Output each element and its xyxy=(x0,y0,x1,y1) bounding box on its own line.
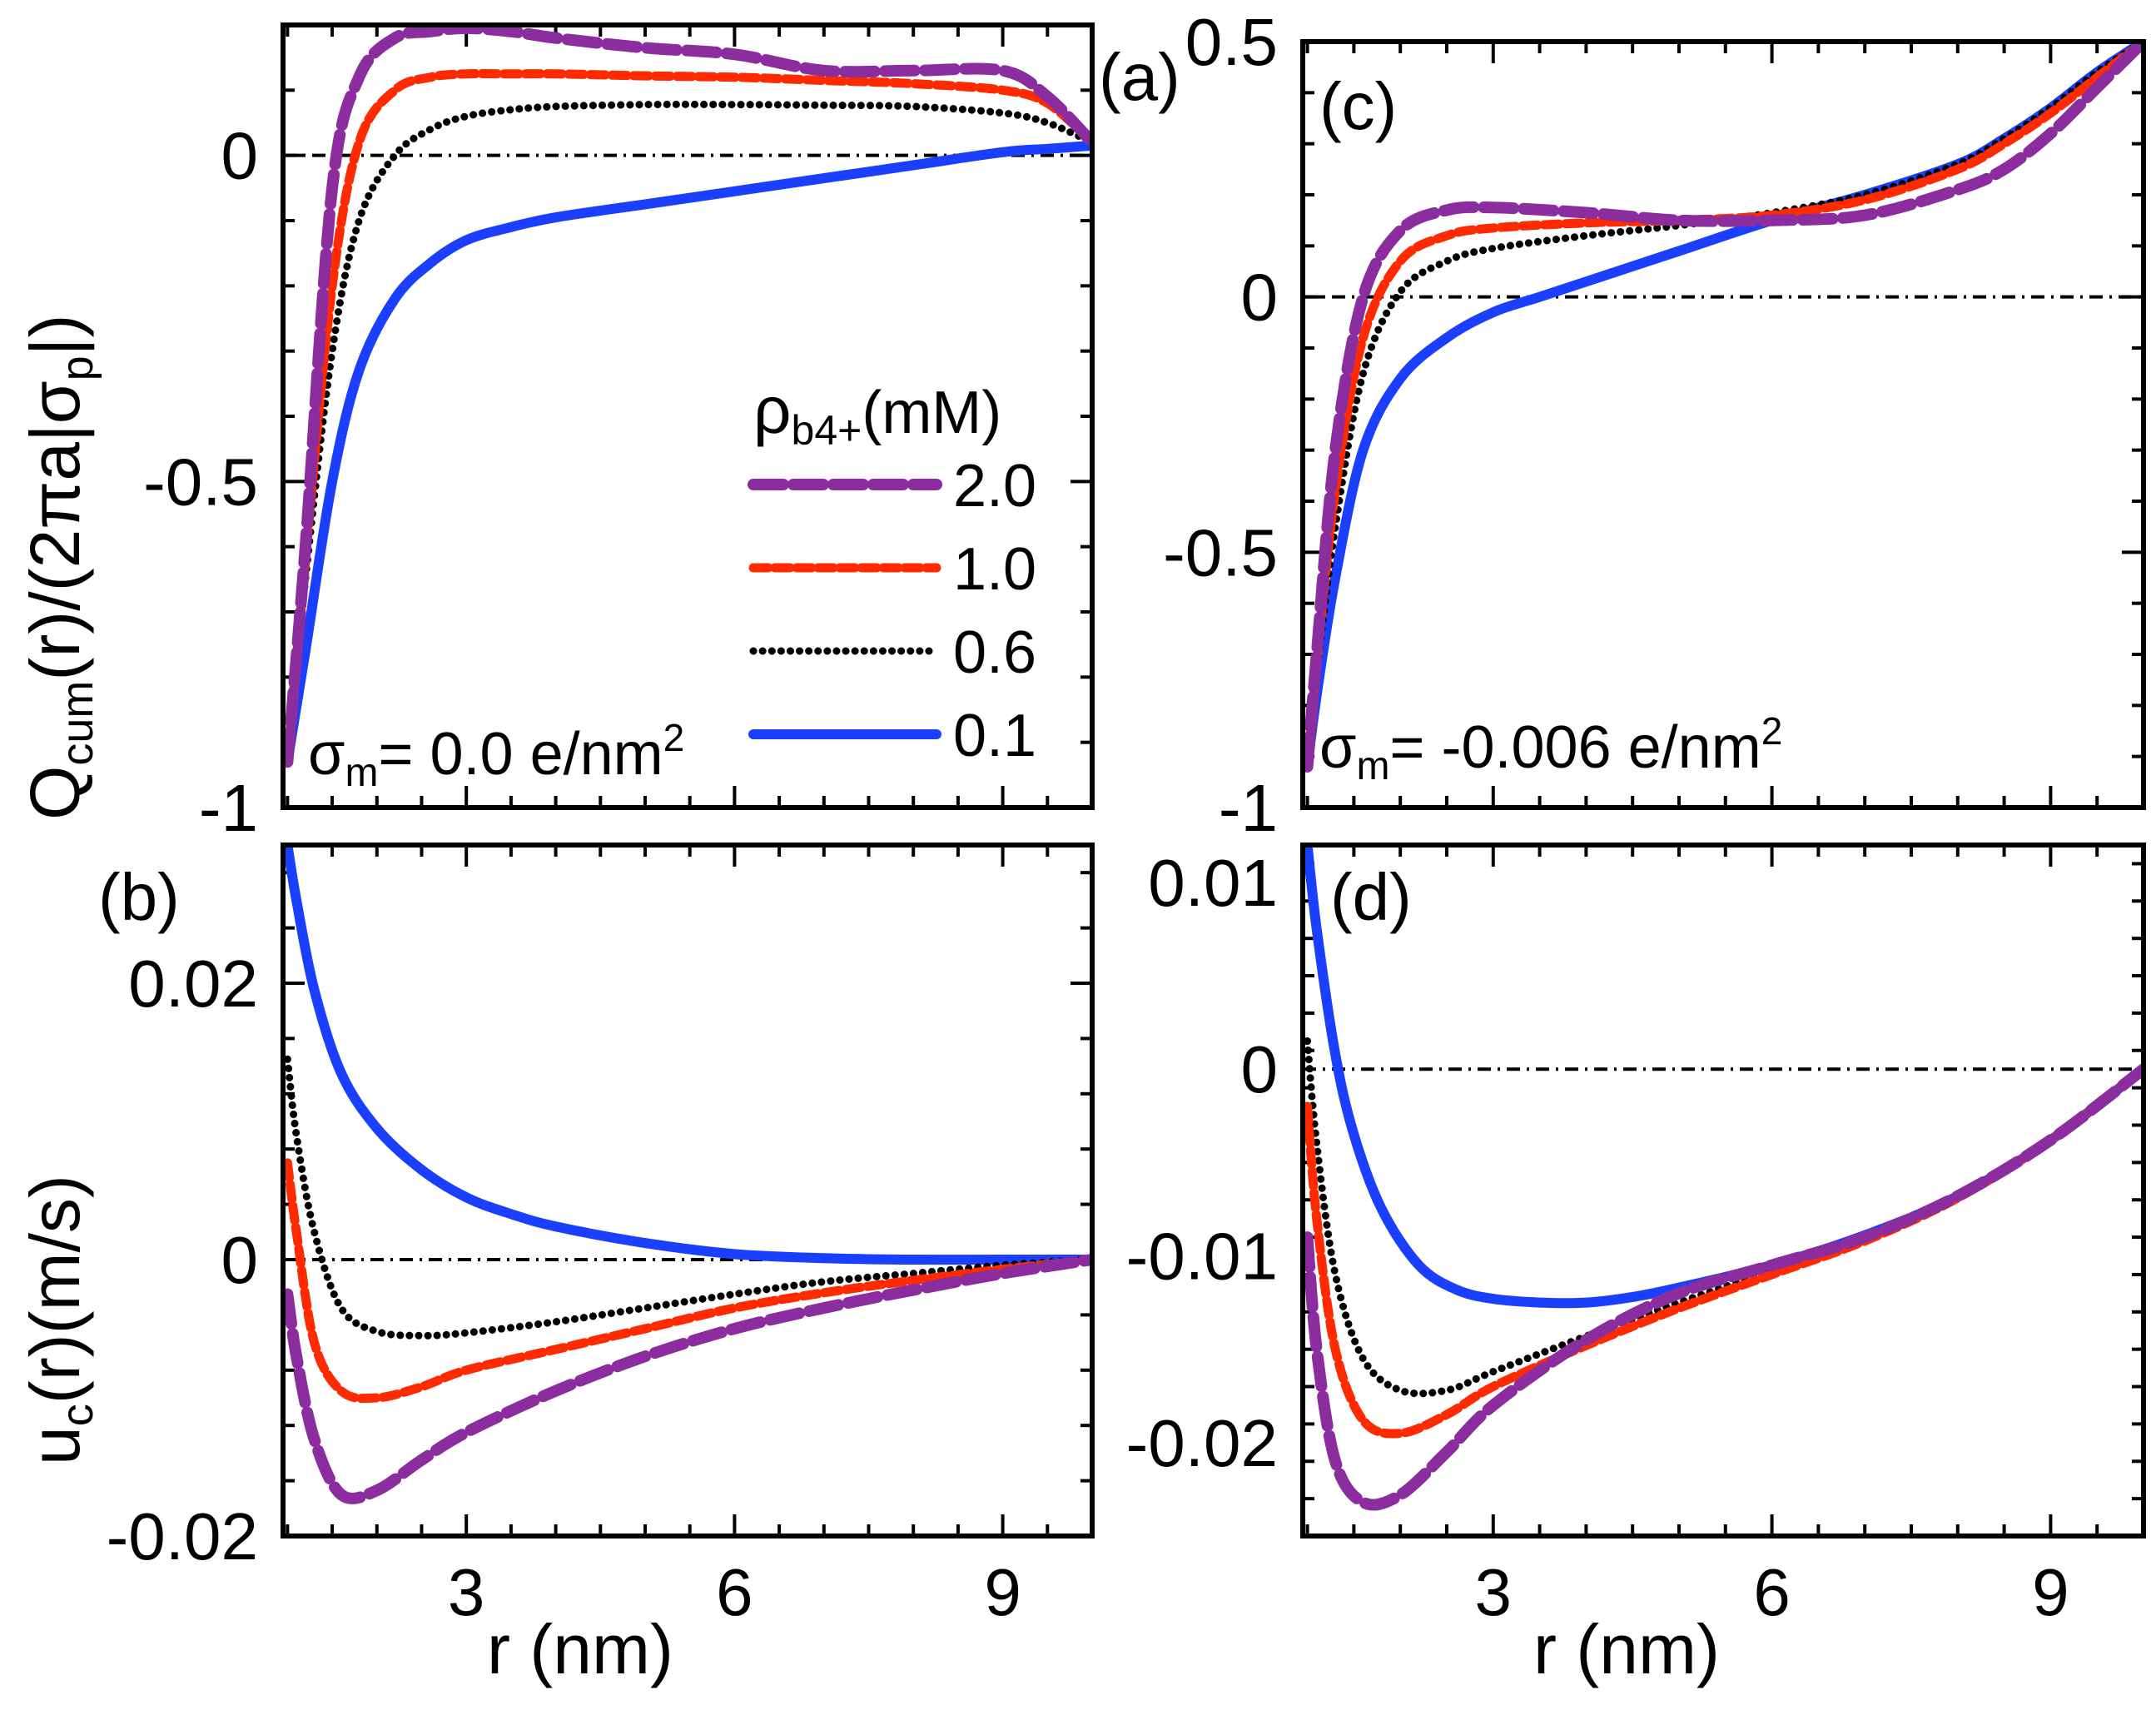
panel-d: -0.02 -0.01 0 0.01 3 6 9 (d) xyxy=(1126,843,2146,1629)
panel-c-series-2-0 xyxy=(1303,42,2144,773)
x-axis-title-left: r (nm) xyxy=(487,1610,673,1688)
panel-d-series-0-1 xyxy=(1303,845,2144,1309)
panel-b-xtick-label: 9 xyxy=(984,1555,1021,1629)
panel-a-annotation: σm= 0.0 e/nm2 xyxy=(308,716,684,795)
top-y-axis-title: Qcum(r)/(2πa|σp|) xyxy=(16,315,102,820)
panel-a-ytick-label: 0 xyxy=(221,119,259,193)
panel-c-series-1-0 xyxy=(1303,42,2144,772)
panel-a: -1 -0.5 0 (a) σm= 0.0 e/nm2 xyxy=(143,22,1180,845)
panel-d-xtick-label: 9 xyxy=(2032,1555,2069,1629)
panel-c-ytick-label: 0 xyxy=(1241,261,1279,335)
panel-a-ytick-label: -1 xyxy=(199,771,258,845)
panel-c-series-0-1 xyxy=(1303,42,2144,772)
panel-b-series-1-0 xyxy=(283,1158,1092,1404)
panel-c-annotation: σm= -0.006 e/nm2 xyxy=(1319,709,1782,788)
legend-label-0-1: 0.1 xyxy=(953,703,1036,769)
panel-c-series-0-6 xyxy=(1304,42,2144,771)
panel-b-series-2-0 xyxy=(283,1254,1092,1504)
panel-b-ytick-label: 0.02 xyxy=(128,947,258,1021)
panel-a-series-0-6 xyxy=(283,100,1092,766)
x-axis-title-right: r (nm) xyxy=(1533,1610,1720,1688)
panel-d-ytick-label: -0.02 xyxy=(1126,1406,1278,1480)
legend-label-1-0: 1.0 xyxy=(953,536,1036,603)
panel-a-series-2-0 xyxy=(283,25,1092,768)
panel-b-series-0-6 xyxy=(283,1055,1092,1340)
panel-d-ytick-label: 0 xyxy=(1241,1032,1279,1106)
panel-d-xtick-label: 6 xyxy=(1753,1555,1791,1629)
panel-b-xtick-label: 6 xyxy=(716,1555,753,1629)
panel-a-series-0-1 xyxy=(283,140,1092,768)
panel-b-series-0-1 xyxy=(283,845,1092,1265)
panel-a-label: (a) xyxy=(1099,40,1180,114)
legend-entries: 2.0 1.0 0.6 0.1 xyxy=(748,453,1036,769)
panel-d-series-2-0 xyxy=(1303,1063,2144,1511)
panel-d-label: (d) xyxy=(1330,860,1412,934)
panel-d-xtick-label: 3 xyxy=(1475,1555,1513,1629)
panel-c-ytick-label: -1 xyxy=(1219,771,1278,845)
panel-d-plot-area: -0.02 -0.01 0 0.01 3 6 9 xyxy=(1126,845,2145,1629)
legend-label-0-6: 0.6 xyxy=(953,619,1036,686)
panel-c-plot-area: -1 -0.5 0 0.5 xyxy=(1163,5,2145,845)
panel-b-ytick-label: 0 xyxy=(221,1223,259,1297)
legend-label-2-0: 2.0 xyxy=(953,453,1036,519)
panel-c-ytick-label: -0.5 xyxy=(1163,515,1278,589)
legend: ρb4+(mM) 2.0 1.0 0.6 0.1 xyxy=(748,373,1036,769)
bottom-y-axis-title: uc(r)(m/s) xyxy=(16,1175,102,1465)
panel-d-ytick-label: 0.01 xyxy=(1148,846,1278,920)
panel-c-label: (c) xyxy=(1319,69,1397,143)
panel-a-ytick-label: -0.5 xyxy=(143,445,258,519)
legend-title: ρb4+(mM) xyxy=(753,373,1001,454)
panel-b-xtick-label: 3 xyxy=(448,1555,485,1629)
panel-d-series-1-0 xyxy=(1303,1064,2144,1439)
panel-a-frame xyxy=(281,22,1095,810)
panel-b: -0.02 0 0.02 3 6 9 (b) xyxy=(98,843,1095,1629)
panel-b-label: (b) xyxy=(98,860,180,934)
panel-d-ytick-label: -0.01 xyxy=(1126,1220,1278,1294)
panel-d-series-0-6 xyxy=(1304,1037,2144,1398)
panel-c-ytick-label: 0.5 xyxy=(1185,5,1278,79)
panel-c: -1 -0.5 0 0.5 (c) σm= -0.006 e/nm2 xyxy=(1163,5,2146,845)
panel-a-plot-area: -1 -0.5 0 xyxy=(143,23,1094,845)
panel-b-plot-area: -0.02 0 0.02 3 6 9 xyxy=(107,845,1094,1629)
panel-d-frame xyxy=(1300,843,2146,1539)
panel-b-ytick-label: -0.02 xyxy=(107,1499,258,1573)
panel-c-frame xyxy=(1300,39,2146,810)
panel-b-frame xyxy=(281,843,1095,1539)
